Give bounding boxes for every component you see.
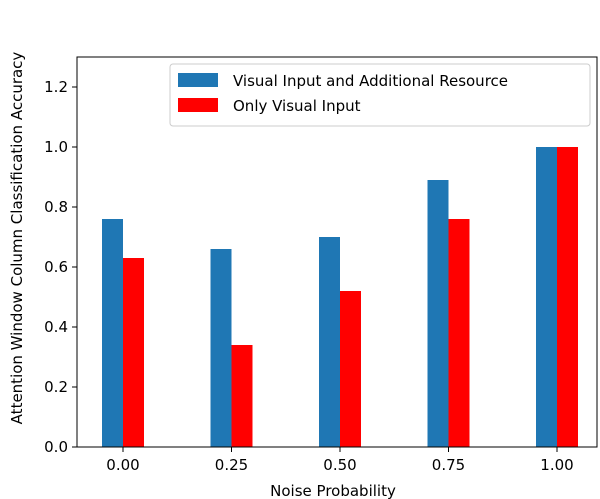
y-tick-label: 0.4 [44, 318, 68, 336]
bar-visual-resource-0 [102, 219, 123, 447]
plot-frame [76, 56, 598, 448]
bar-visual-only-1 [231, 345, 253, 447]
y-tick-label: 0.8 [44, 198, 68, 216]
x-tick-label: 0.75 [432, 456, 465, 474]
y-ticks: 0.0 0.2 0.4 0.6 0.8 1.0 1.2 [44, 78, 77, 456]
y-tick-label: 0.2 [44, 378, 68, 396]
bar-visual-resource-2 [319, 237, 340, 447]
y-tick-label: 1.0 [44, 138, 68, 156]
x-tick-label: 1.00 [540, 456, 573, 474]
bar-visual-only-0 [123, 258, 144, 447]
bar-visual-only-3 [448, 219, 470, 447]
legend-box [169, 63, 591, 127]
y-tick-label: 0.6 [44, 258, 68, 276]
legend-swatch [178, 73, 218, 87]
bar-visual-resource-1 [210, 249, 232, 447]
x-axis-label: Noise Probability [270, 482, 396, 499]
x-tick-label: 0.50 [323, 456, 356, 474]
bar-visual-only-4 [557, 147, 578, 447]
y-tick-label: 1.2 [44, 78, 68, 96]
y-tick-label: 0.0 [44, 438, 68, 456]
y-axis-label: Attention Window Column Classification A… [8, 52, 26, 425]
legend-swatch [178, 98, 218, 112]
x-tick-label: 0.00 [106, 456, 139, 474]
x-tick-label: 0.25 [215, 456, 248, 474]
legend-label: Only Visual Input [233, 97, 361, 115]
legend-label: Visual Input and Additional Resource [233, 72, 508, 90]
bar-visual-only-2 [340, 291, 361, 447]
bar-visual-resource-4 [536, 147, 557, 447]
bars-group [102, 147, 578, 447]
bar-visual-resource-3 [427, 180, 449, 447]
legend: Visual Input and Additional Resource Only… [169, 63, 591, 127]
x-ticks: 0.00 0.25 0.50 0.75 1.00 [106, 447, 574, 474]
